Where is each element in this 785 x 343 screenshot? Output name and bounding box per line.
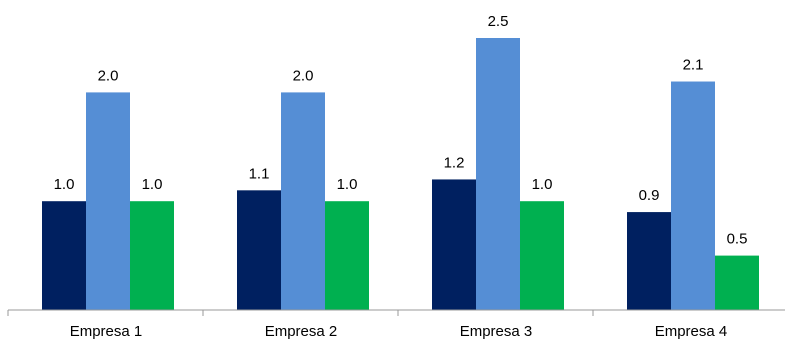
data-label: 1.0	[532, 176, 553, 193]
bar	[432, 179, 476, 310]
bar	[715, 255, 759, 310]
data-label: 0.9	[639, 187, 660, 204]
bar	[281, 92, 325, 311]
bar	[671, 81, 715, 311]
data-label: 2.0	[98, 67, 119, 84]
data-label: 2.0	[293, 67, 314, 84]
data-label: 1.0	[142, 176, 163, 193]
category-label: Empresa 2	[265, 323, 338, 340]
category-label: Empresa 4	[655, 323, 728, 340]
bar	[627, 212, 671, 310]
data-label: 1.0	[337, 176, 358, 193]
bar	[42, 201, 86, 310]
bar	[520, 201, 564, 310]
data-label: 1.0	[54, 176, 75, 193]
bar	[130, 201, 174, 310]
category-label: Empresa 1	[70, 323, 143, 340]
category-label: Empresa 3	[460, 323, 533, 340]
bar	[325, 201, 369, 310]
bar-group	[42, 38, 759, 311]
data-label: 2.5	[488, 13, 509, 30]
bar	[86, 92, 130, 311]
bar	[237, 190, 281, 310]
data-label: 0.5	[727, 231, 748, 248]
x-axis: Empresa 1 Empresa 2 Empresa 3 Empresa 4	[7, 309, 785, 340]
data-label: 1.1	[249, 165, 270, 182]
value-labels: 1.0 1.1 1.2 0.9 2.0 2.0 2.5 2.1 1.0 1.0 1.0 0.5	[54, 13, 748, 248]
data-label: 1.2	[444, 154, 465, 171]
data-label: 2.1	[683, 57, 704, 74]
bar	[476, 38, 520, 310]
